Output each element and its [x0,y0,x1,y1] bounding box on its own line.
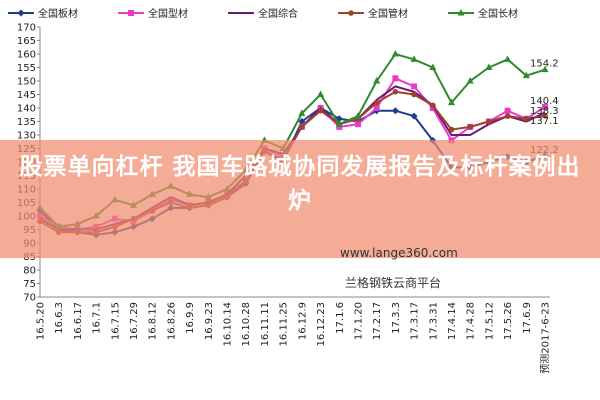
x-tick-label: 17.2.17 [372,302,383,340]
legend-label: 全国管材 [368,7,408,20]
point [429,102,436,109]
legend-label: 全国长材 [478,7,518,20]
y-tick-label: 150 [17,77,36,88]
point [523,116,530,122]
point [485,63,493,70]
point [392,75,399,82]
point [457,9,465,16]
point [504,55,512,62]
x-tick-label: 16.9.23 [204,302,215,340]
y-tick-label: 165 [17,36,36,47]
banner-text[interactable]: 股票单向杠杆 我国车路城协同发展报告及标杆案例出炉 [19,154,581,214]
x-tick-label: 16.12.23 [316,302,327,347]
x-tick-label: 16.8.12 [148,302,159,340]
point [391,107,399,115]
y-tick-label: 75 [23,279,36,290]
point [391,50,399,57]
point [17,9,25,17]
point [298,118,306,125]
point [429,63,437,70]
point [542,113,548,119]
x-tick-label: 16.10.14 [223,302,234,347]
watermark-platform: 兰格钢铁云商平台 [345,276,442,290]
point [542,103,548,110]
x-tick-label: 16.11.11 [260,302,271,347]
x-tick-label: 16.7.29 [129,302,140,340]
point [410,55,418,62]
x-tick-label: 17.3.17 [410,302,421,340]
point [348,10,354,16]
x-tick-label: 16.9.9 [185,302,196,334]
legend-label: 全国型材 [148,7,188,20]
x-tick-label: 预测2017-6-23 [539,302,552,374]
y-tick-label: 130 [17,131,36,142]
x-tick-label: 17.1.6 [335,302,346,334]
point [504,107,511,114]
point [298,109,306,116]
x-tick-label: 17.4.14 [447,302,458,340]
x-tick-label: 17.1.20 [353,302,364,340]
point [317,107,324,114]
point [522,71,530,79]
point [447,98,455,106]
point [373,99,380,106]
end-value-label: 137.1 [530,116,559,127]
x-tick-label: 17.4.28 [466,302,477,340]
x-tick-label: 17.5.12 [484,302,495,340]
point [354,121,361,128]
y-tick-label: 155 [17,63,36,74]
y-tick-label: 160 [17,50,36,61]
point [541,65,549,73]
x-tick-label: 16.10.28 [241,302,252,347]
x-tick-label: 16.12.9 [297,302,308,340]
point [392,89,399,95]
x-tick-label: 16.5.20 [36,302,47,340]
y-tick-label: 145 [17,90,36,101]
x-tick-label: 17.6.9 [522,302,533,334]
y-tick-label: 135 [17,117,36,128]
point [335,120,343,127]
y-tick-label: 70 [23,293,36,304]
y-tick-label: 170 [17,23,36,34]
y-tick-label: 140 [17,104,36,115]
x-tick-label: 16.8.26 [166,302,177,340]
point [373,77,381,84]
point [448,126,455,133]
watermark-url: www.lange360.com [340,246,458,260]
x-tick-label: 16.7.15 [110,302,121,340]
point [317,90,325,97]
point [411,83,418,90]
point [354,112,362,119]
x-tick-label: 16.11.25 [279,302,290,347]
point [373,105,380,111]
banner-background [0,140,600,258]
x-tick-label: 17.3.3 [391,302,402,334]
point [299,124,305,130]
end-value-label: 140.4 [530,96,559,107]
end-value-label: 138.3 [530,106,559,117]
y-tick-label: 80 [23,266,36,277]
point [466,77,474,84]
x-tick-label: 16.6.3 [54,302,65,334]
point [467,124,473,130]
legend-label: 全国板材 [38,7,78,20]
legend-label: 全国综合 [258,7,298,20]
point [411,91,417,98]
point [486,118,492,125]
point [410,112,418,120]
x-tick-label: 17.3.31 [428,302,439,340]
point [128,10,134,16]
x-tick-label: 16.6.17 [73,302,84,340]
x-tick-label: 17.5.26 [503,302,514,340]
x-tick-label: 16.7.1 [92,302,103,334]
end-value-label: 154.2 [530,59,559,70]
point [504,113,511,119]
